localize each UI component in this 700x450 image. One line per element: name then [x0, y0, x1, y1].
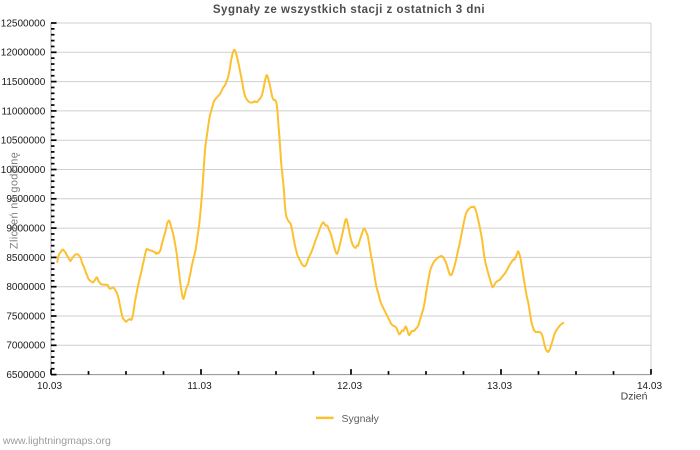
svg-text:9500000: 9500000 [6, 194, 45, 205]
svg-text:Zliczeń na godzinę: Zliczeń na godzinę [9, 152, 21, 249]
svg-text:7500000: 7500000 [6, 311, 45, 322]
svg-text:Sygnały ze wszystkich stacji z: Sygnały ze wszystkich stacji z ostatnich… [213, 4, 485, 16]
svg-text:7000000: 7000000 [6, 341, 45, 352]
svg-text:6500000: 6500000 [6, 370, 45, 381]
svg-text:11.03: 11.03 [187, 381, 212, 392]
svg-text:8500000: 8500000 [6, 253, 45, 264]
svg-text:9000000: 9000000 [6, 224, 45, 235]
svg-text:Sygnały: Sygnały [342, 413, 380, 425]
svg-text:10000000: 10000000 [1, 165, 46, 176]
svg-text:13.03: 13.03 [487, 381, 512, 392]
svg-text:11500000: 11500000 [2, 77, 46, 88]
svg-text:10.03: 10.03 [37, 381, 62, 392]
svg-text:8000000: 8000000 [6, 282, 45, 293]
svg-text:12500000: 12500000 [1, 18, 46, 29]
svg-text:12.03: 12.03 [337, 381, 362, 392]
svg-text:14.03: 14.03 [637, 381, 662, 392]
svg-text:11000000: 11000000 [2, 106, 46, 117]
svg-text:www.lightningmaps.org: www.lightningmaps.org [2, 435, 111, 447]
svg-text:10500000: 10500000 [1, 136, 46, 147]
svg-text:Dzień: Dzień [621, 390, 648, 402]
svg-text:12000000: 12000000 [1, 48, 46, 59]
